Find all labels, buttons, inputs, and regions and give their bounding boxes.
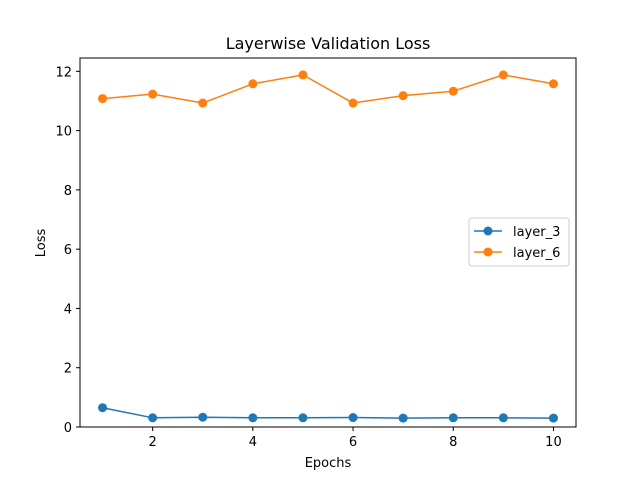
data-point-layer-6 — [98, 94, 108, 104]
x-tick-label: 4 — [249, 435, 257, 450]
series-line-layer-3 — [102, 406, 554, 419]
y-axis-label: Loss — [34, 229, 49, 258]
data-point-layer-3 — [498, 413, 508, 423]
data-point-layer-6 — [398, 91, 408, 101]
y-tick-label: 4 — [64, 302, 72, 317]
data-point-layer-3 — [348, 413, 358, 423]
x-tick-label: 10 — [545, 435, 562, 450]
data-point-layer-3 — [198, 412, 208, 422]
data-point-layer-3 — [398, 413, 408, 423]
legend-marker-layer-6 — [483, 247, 493, 257]
data-point-layer-6 — [248, 79, 258, 89]
data-point-layer-6 — [498, 70, 508, 80]
x-axis-label: Epochs — [305, 456, 352, 471]
data-point-layer-6 — [298, 70, 308, 80]
series-layer — [98, 70, 558, 423]
data-point-layer-3 — [298, 413, 308, 423]
axis-ticks: 2 4 6 8 10 0 2 4 6 8 10 12 — [55, 65, 561, 450]
data-point-layer-6 — [348, 98, 358, 108]
legend-frame — [468, 217, 570, 267]
data-point-layer-6 — [148, 89, 158, 99]
legend-label-layer-3: layer_3 — [513, 225, 560, 240]
data-point-layer-3 — [148, 413, 158, 423]
y-tick-label: 8 — [64, 184, 72, 199]
data-point-layer-3 — [448, 413, 458, 423]
legend-marker-layer-3 — [483, 226, 493, 236]
y-tick-label: 0 — [64, 421, 72, 436]
data-point-layer-6 — [548, 79, 558, 89]
legend: layer_3 layer_6 — [468, 217, 570, 267]
series-layer-6 — [98, 70, 558, 108]
data-point-layer-3 — [98, 403, 108, 413]
data-point-layer-3 — [548, 413, 558, 423]
data-point-layer-6 — [198, 98, 208, 108]
x-tick-label: 8 — [449, 435, 457, 450]
x-tick-label: 2 — [149, 435, 157, 450]
y-tick-label: 10 — [55, 125, 72, 140]
data-point-layer-3 — [248, 413, 258, 423]
y-tick-label: 2 — [64, 362, 72, 377]
y-tick-label: 6 — [64, 243, 72, 258]
series-line-layer-6 — [102, 74, 554, 104]
y-tick-label: 12 — [55, 65, 72, 80]
data-point-layer-6 — [448, 86, 458, 96]
x-tick-label: 6 — [349, 435, 357, 450]
legend-label-layer-6: layer_6 — [513, 246, 560, 261]
chart-title: Layerwise Validation Loss — [226, 34, 431, 53]
plot-frame — [79, 57, 577, 428]
series-layer-3 — [98, 403, 558, 423]
